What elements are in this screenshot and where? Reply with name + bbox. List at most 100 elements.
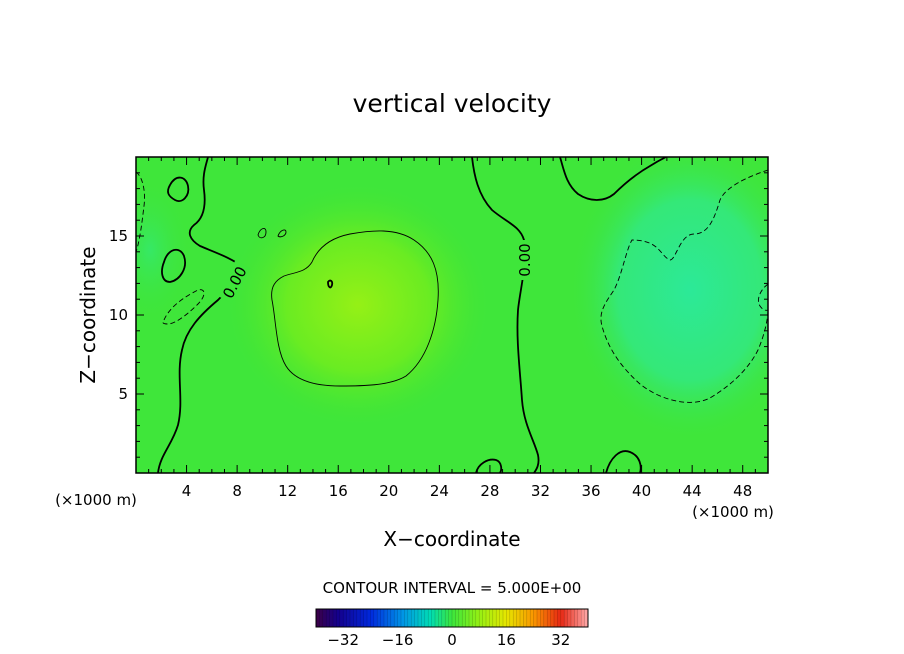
negative-region <box>570 157 768 440</box>
colorbar-cell <box>523 609 528 627</box>
colorbar-cell <box>428 609 433 627</box>
y-axis: 5 10 15 <box>109 172 768 458</box>
colorbar-cell <box>435 609 439 627</box>
colorbar-cell <box>571 609 575 627</box>
colorbar-cell <box>472 609 477 627</box>
zero-contour-island-1 <box>167 176 190 202</box>
colorbar-cell <box>346 609 351 627</box>
zero-contour-island-2 <box>161 248 186 283</box>
colorbar-tick-label: 0 <box>447 631 457 649</box>
colorbar-cell <box>319 609 324 627</box>
colorbar-frame <box>315 608 589 628</box>
colorbar-cell <box>336 609 341 627</box>
colorbar-cell <box>360 609 365 627</box>
colorbar-cell <box>350 609 354 627</box>
colorbar-cell <box>329 609 334 627</box>
colorbar-cell <box>584 609 589 627</box>
x-unit-right: (×1000 m) <box>692 503 774 521</box>
negative-contour-right-edge <box>757 283 768 311</box>
colorbar-cell <box>431 609 436 627</box>
x-tick-label: 36 <box>581 482 600 500</box>
colorbar-cell <box>577 609 582 627</box>
colorbar-cell <box>339 609 344 627</box>
colorbar-cell <box>499 609 504 627</box>
colorbar-cell <box>370 609 375 627</box>
x-tick-label: 20 <box>379 482 398 500</box>
colorbar-cell <box>489 609 494 627</box>
negative-contours <box>136 169 768 403</box>
colorbar-cell <box>414 609 419 627</box>
plot-area: 0.00 0.00 <box>136 157 768 473</box>
colorbar-cell <box>448 609 453 627</box>
x-axis: 4 8 12 16 20 24 28 32 36 40 44 48 <box>148 157 756 500</box>
x-tick-label: 12 <box>278 482 297 500</box>
colorbar-cell <box>397 609 402 627</box>
y-axis-label: Z−coordinate <box>76 246 100 383</box>
colorbar-cell <box>482 609 487 627</box>
positive-contour <box>271 230 439 387</box>
zero-contour-top-right <box>559 157 667 201</box>
colorbar-cell <box>567 609 572 627</box>
colorbar-tick-label: −32 <box>327 631 359 649</box>
colorbar-cell <box>506 609 511 627</box>
colorbar-cell <box>564 609 569 627</box>
svg-text:0.00: 0.00 <box>516 243 534 276</box>
colorbar-cell <box>404 609 409 627</box>
contour-interval: CONTOUR INTERVAL = 5.000E+00 <box>323 579 582 597</box>
small-contour-1 <box>257 228 267 239</box>
x-unit-left: (×1000 m) <box>55 491 137 509</box>
y-tick-label: 15 <box>109 227 128 245</box>
x-tick-label: 4 <box>182 482 192 500</box>
colorbar-cell <box>384 609 388 627</box>
positive-region <box>228 185 488 425</box>
colorbar-cell <box>462 609 467 627</box>
colorbar-cell <box>441 609 446 627</box>
zero-contour-bottom-a <box>475 458 503 473</box>
x-tick-label: 32 <box>531 482 550 500</box>
colorbar-cell <box>475 609 480 627</box>
colorbar-cell <box>537 609 541 627</box>
negative-contour-left-edge <box>136 171 145 253</box>
colorbar-cell <box>322 609 327 627</box>
x-tick-label: 48 <box>733 482 752 500</box>
colorbar-cell <box>445 609 450 627</box>
zero-contour-bottom-b <box>605 450 642 473</box>
x-tick-label: 24 <box>430 482 449 500</box>
colorbar-cell <box>530 609 535 627</box>
colorbar-cell <box>401 609 405 627</box>
colorbar-cell <box>343 609 348 627</box>
colorbar-cell <box>333 609 337 627</box>
colorbar-tick-label: 16 <box>497 631 516 649</box>
colorbar <box>315 608 589 628</box>
colorbar-cell <box>387 609 392 627</box>
colorbar-cell <box>373 609 378 627</box>
colorbar-cell <box>465 609 470 627</box>
chart-title: vertical velocity <box>353 89 552 118</box>
colorbar-cell <box>503 609 507 627</box>
colorbar-tick-label: 32 <box>551 631 570 649</box>
colorbar-cell <box>550 609 555 627</box>
colorbar-cell <box>520 609 524 627</box>
colorbar-cell <box>513 609 518 627</box>
colorbar-cell <box>438 609 443 627</box>
colorbar-cell <box>356 609 361 627</box>
negative-contour-left <box>162 289 205 325</box>
colorbar-cell <box>486 609 490 627</box>
colorbar-cell <box>363 609 368 627</box>
colorbar-cell <box>547 609 552 627</box>
colorbar-cell <box>492 609 497 627</box>
colorbar-ticks: −32 −16 0 16 32 <box>327 631 570 649</box>
colorbar-cell <box>367 609 371 627</box>
colorbar-cell <box>452 609 456 627</box>
colorbar-cell <box>353 609 358 627</box>
colorbar-cell <box>560 609 565 627</box>
x-tick-label: 44 <box>683 482 702 500</box>
x-tick-label: 16 <box>329 482 348 500</box>
negative-contour-right <box>600 169 768 403</box>
y-tick-label: 5 <box>118 385 128 403</box>
x-tick-label: 8 <box>232 482 242 500</box>
colorbar-cell <box>574 609 579 627</box>
colorbar-cell <box>455 609 460 627</box>
colorbar-cell <box>316 609 320 627</box>
